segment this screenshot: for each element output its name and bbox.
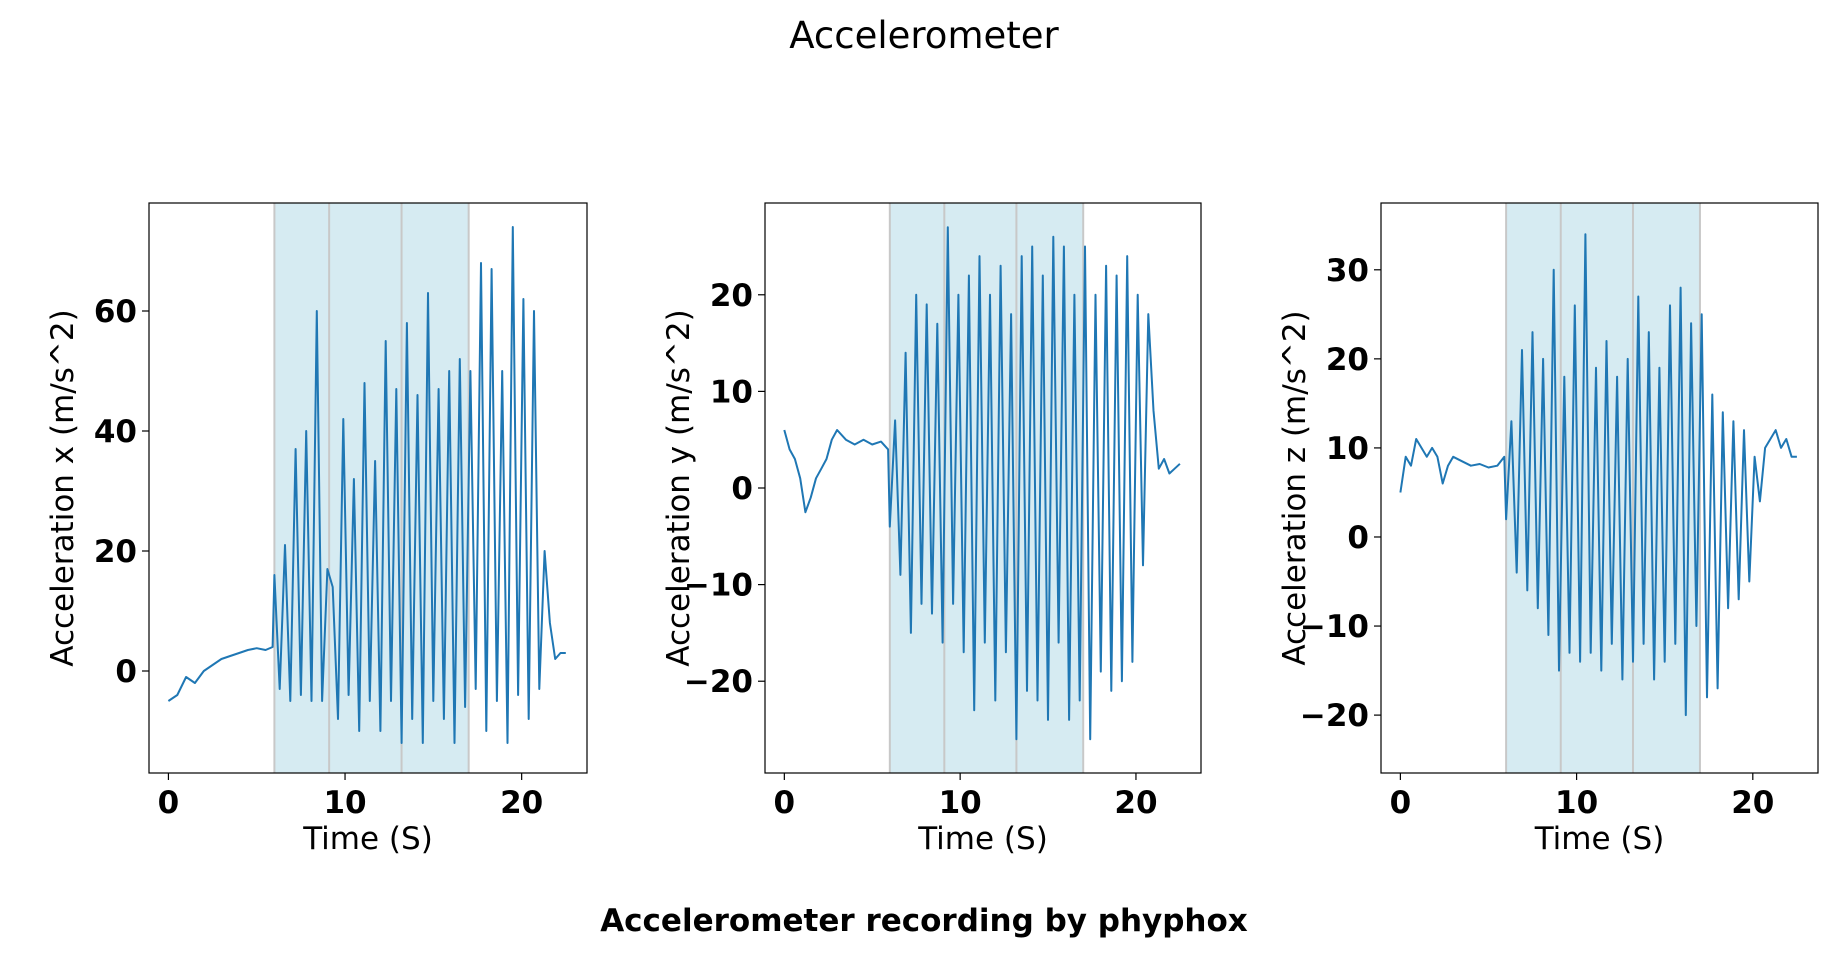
chart-2-x-axis-label: Time (S): [917, 821, 1048, 857]
chart-2-y-tick-label-5: 20: [710, 278, 753, 314]
chart-3-x-tick-label-2: 10: [1555, 785, 1598, 821]
chart-1-y-tick-label-1: 0: [115, 654, 137, 690]
chart-panel-1: 0 10 20 0 20 40 60 Time (S) Acceleration x (m/s^…: [45, 202, 588, 857]
chart-1-x-tick-label-1: 0: [158, 785, 180, 821]
chart-3-x-axis-label: Time (S): [1534, 821, 1665, 857]
chart-2-x-tick-label-1: 0: [774, 785, 796, 821]
chart-2-x-tick-label-3: 20: [1114, 785, 1157, 821]
chart-3-x-tick-label-1: 0: [1390, 785, 1412, 821]
chart-2-y-tick-label-2: −10: [684, 568, 753, 604]
chart-2-y-axis-label: Acceleration y (m/s^2): [661, 309, 697, 666]
figure-title: Accelerometer: [789, 14, 1059, 57]
chart-3-y-tick-label-6: 30: [1326, 253, 1369, 289]
chart-3-x-tick-label-3: 20: [1731, 785, 1774, 821]
chart-1-y-axis-label: Acceleration x (m/s^2): [45, 309, 81, 666]
chart-2-series-line-1: [783, 226, 1181, 741]
chart-1-series-line-1: [167, 226, 566, 744]
chart-2-y-tick-label-4: 10: [710, 374, 753, 410]
chart-3-y-tick-label-3: 0: [1347, 520, 1369, 556]
chart-3-shaded-span-1: [1506, 203, 1561, 773]
chart-1-plot-frame: [148, 202, 588, 774]
chart-3-y-tick-label-5: 20: [1326, 342, 1369, 378]
chart-panel-3: 0 10 20 −20 −10 0 10 20 30 Time (S) Acceleration z…: [1277, 202, 1819, 857]
chart-3-y-tick-label-2: −10: [1300, 609, 1369, 645]
chart-panel-2: 0 10 20 −20 −10 0 10 20 Time (S) Acceleration y (…: [661, 202, 1202, 857]
chart-panels: 0 10 20 0 20 40 60 Time (S) Acceleration x (m/s^…: [45, 202, 1819, 857]
chart-1-y-tick-label-2: 20: [94, 534, 137, 570]
chart-3-y-tick-label-1: −20: [1300, 698, 1369, 734]
chart-1-x-tick-label-3: 20: [500, 785, 543, 821]
chart-1-y-tick-label-3: 40: [94, 414, 137, 450]
chart-2-y-tick-label-3: 0: [731, 471, 753, 507]
chart-1-y-tick-label-4: 60: [94, 294, 137, 330]
chart-2-x-tick-label-2: 10: [939, 785, 982, 821]
chart-1-x-tick-label-2: 10: [323, 785, 366, 821]
chart-2-y-tick-label-1: −20: [684, 664, 753, 700]
chart-3-plot-frame: [1380, 202, 1819, 774]
chart-3-y-axis-label: Acceleration z (m/s^2): [1277, 310, 1313, 665]
figure-caption: Accelerometer recording by phyphox: [600, 903, 1248, 939]
chart-3-series-line-1: [1399, 233, 1797, 717]
chart-3-y-tick-label-4: 10: [1326, 431, 1369, 467]
chart-1-x-axis-label: Time (S): [302, 821, 433, 857]
